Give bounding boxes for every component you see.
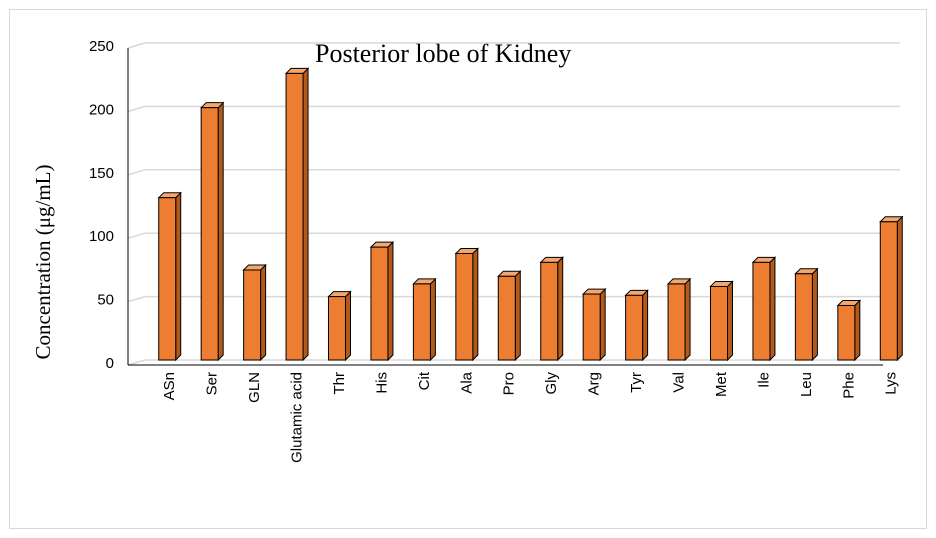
x-tick-label: GLN — [246, 372, 263, 403]
x-tick-label: His — [373, 372, 390, 394]
bar — [837, 304, 856, 361]
y-tick-label: 150 — [89, 165, 114, 182]
y-tick-label: 250 — [89, 38, 114, 55]
bar — [794, 273, 813, 361]
bar-side — [429, 277, 436, 362]
grid-line — [127, 359, 900, 366]
grid-line — [127, 295, 900, 303]
y-tick-label: 100 — [89, 228, 114, 245]
bar — [625, 294, 644, 361]
x-tick-label: Ile — [755, 372, 772, 388]
y-axis-label: Concentration (μg/mL) — [31, 165, 55, 360]
bar — [879, 221, 898, 361]
bar-side — [217, 101, 224, 362]
bar-side — [514, 270, 521, 362]
bar — [243, 269, 262, 361]
chart-title: Posterior lobe of Kidney — [315, 39, 571, 68]
bar-side — [896, 215, 903, 362]
bar-side — [302, 67, 309, 362]
x-tick-label: Met — [713, 371, 730, 397]
bar-side — [472, 247, 479, 362]
y-tick-label: 0 — [106, 355, 114, 372]
grid-line — [127, 169, 900, 176]
bar — [710, 285, 728, 361]
bar — [455, 252, 474, 361]
bar-side — [387, 240, 394, 362]
x-tick-label: Thr — [331, 372, 348, 395]
x-tick-label: Cit — [416, 371, 433, 390]
bar — [285, 72, 304, 361]
bar-side — [642, 289, 649, 362]
x-tick-label: Pro — [501, 372, 518, 395]
x-tick-label: Gly — [543, 372, 560, 395]
bar-side — [727, 280, 733, 362]
bar — [540, 261, 559, 361]
bar-side — [599, 287, 606, 362]
bar — [328, 296, 346, 361]
x-tick-label: Lys — [883, 372, 900, 395]
bar — [200, 107, 219, 361]
bar-side — [811, 267, 818, 362]
x-tick-label: Tyr — [628, 372, 645, 393]
bar-side — [684, 277, 691, 362]
y-tick-label: 50 — [97, 292, 114, 309]
x-tick-label: Leu — [798, 372, 815, 397]
x-tick-label: Ser — [204, 372, 221, 395]
x-tick-label: Phe — [840, 372, 857, 399]
grid-line — [127, 105, 900, 113]
bar — [412, 283, 431, 361]
bar — [370, 246, 389, 361]
bar-side — [557, 256, 564, 362]
y-tick-label: 200 — [89, 101, 114, 118]
grid-line — [127, 42, 900, 49]
x-tick-label: ASn — [161, 372, 178, 400]
bar — [667, 283, 686, 361]
bar — [582, 293, 601, 361]
bar-side — [260, 263, 267, 362]
bar-side — [769, 256, 776, 362]
x-tick-label: Glutamic acid — [289, 372, 306, 463]
bar — [752, 261, 771, 361]
bar-side — [345, 290, 351, 362]
x-tick-label: Val — [671, 372, 688, 393]
x-tick-label: Arg — [586, 372, 603, 395]
bar — [158, 197, 177, 361]
bar-side — [854, 299, 861, 362]
x-tick-label: Ala — [458, 371, 475, 393]
bar — [497, 275, 516, 361]
bar-side — [175, 191, 182, 362]
grid-line — [127, 232, 900, 239]
